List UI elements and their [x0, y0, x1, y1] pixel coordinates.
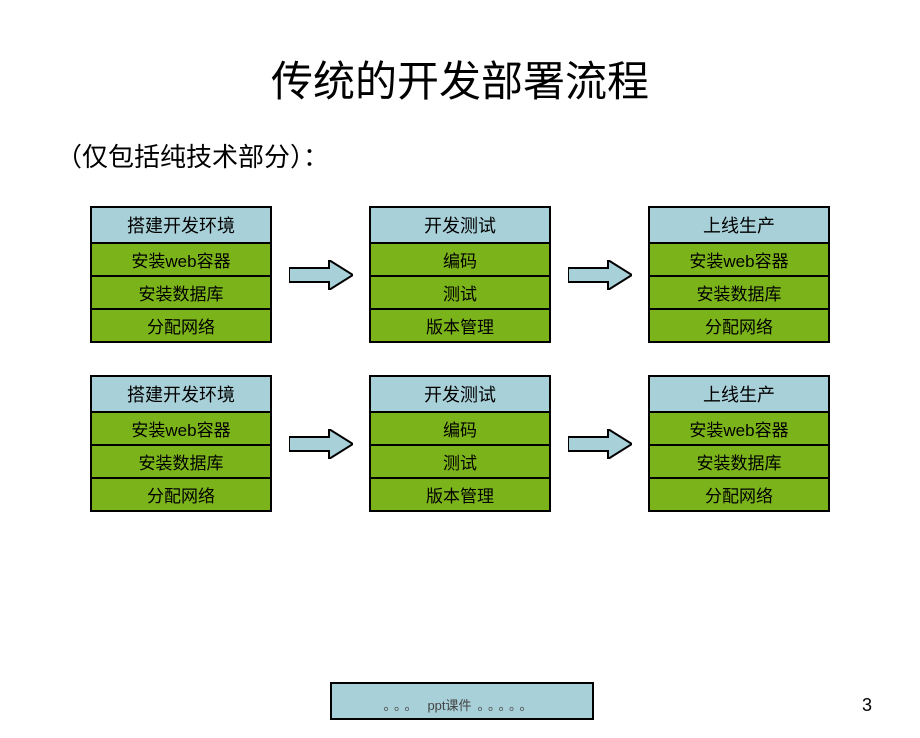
flow-box: 开发测试 编码 测试 版本管理 [369, 375, 551, 512]
box-cell: 安装数据库 [92, 446, 270, 479]
box-cell: 编码 [371, 244, 549, 277]
box-cell: 分配网络 [92, 310, 270, 341]
box-header: 搭建开发环境 [92, 208, 270, 244]
box-cell: 安装web容器 [650, 413, 828, 446]
box-cell: 编码 [371, 413, 549, 446]
flow-box: 上线生产 安装web容器 安装数据库 分配网络 [648, 375, 830, 512]
box-header: 上线生产 [650, 377, 828, 413]
box-cell: 安装数据库 [92, 277, 270, 310]
box-cell: 安装数据库 [650, 277, 828, 310]
box-cell: 分配网络 [650, 310, 828, 341]
box-cell: 安装web容器 [92, 244, 270, 277]
box-cell: 分配网络 [650, 479, 828, 510]
box-cell: 测试 [371, 446, 549, 479]
box-header: 上线生产 [650, 208, 828, 244]
footer-dots: 。。。ppt课件。。。。。 [0, 695, 920, 714]
flow-box: 搭建开发环境 安装web容器 安装数据库 分配网络 [90, 206, 272, 343]
box-header: 开发测试 [371, 377, 549, 413]
box-cell: 测试 [371, 277, 549, 310]
box-header: 开发测试 [371, 208, 549, 244]
page-number: 3 [862, 695, 872, 716]
arrow-right-icon [568, 260, 632, 290]
page-subtitle: （仅包括纯技术部分）： [56, 137, 920, 174]
flow-row: 搭建开发环境 安装web容器 安装数据库 分配网络 开发测试 编码 测试 版本管… [90, 206, 830, 343]
flow-box: 搭建开发环境 安装web容器 安装数据库 分配网络 [90, 375, 272, 512]
arrow-right-icon [289, 260, 353, 290]
box-cell: 安装数据库 [650, 446, 828, 479]
arrow-right-icon [289, 429, 353, 459]
flow-box: 开发测试 编码 测试 版本管理 [369, 206, 551, 343]
box-cell: 分配网络 [92, 479, 270, 510]
diagram-rows: 搭建开发环境 安装web容器 安装数据库 分配网络 开发测试 编码 测试 版本管… [0, 206, 920, 512]
box-header: 搭建开发环境 [92, 377, 270, 413]
footer-label: ppt课件 [427, 698, 471, 713]
box-cell: 安装web容器 [92, 413, 270, 446]
arrow-right-icon [568, 429, 632, 459]
box-cell: 安装web容器 [650, 244, 828, 277]
page-title: 传统的开发部署流程 [0, 48, 920, 109]
flow-box: 上线生产 安装web容器 安装数据库 分配网络 [648, 206, 830, 343]
box-cell: 版本管理 [371, 310, 549, 341]
box-cell: 版本管理 [371, 479, 549, 510]
flow-row: 搭建开发环境 安装web容器 安装数据库 分配网络 开发测试 编码 测试 版本管… [90, 375, 830, 512]
